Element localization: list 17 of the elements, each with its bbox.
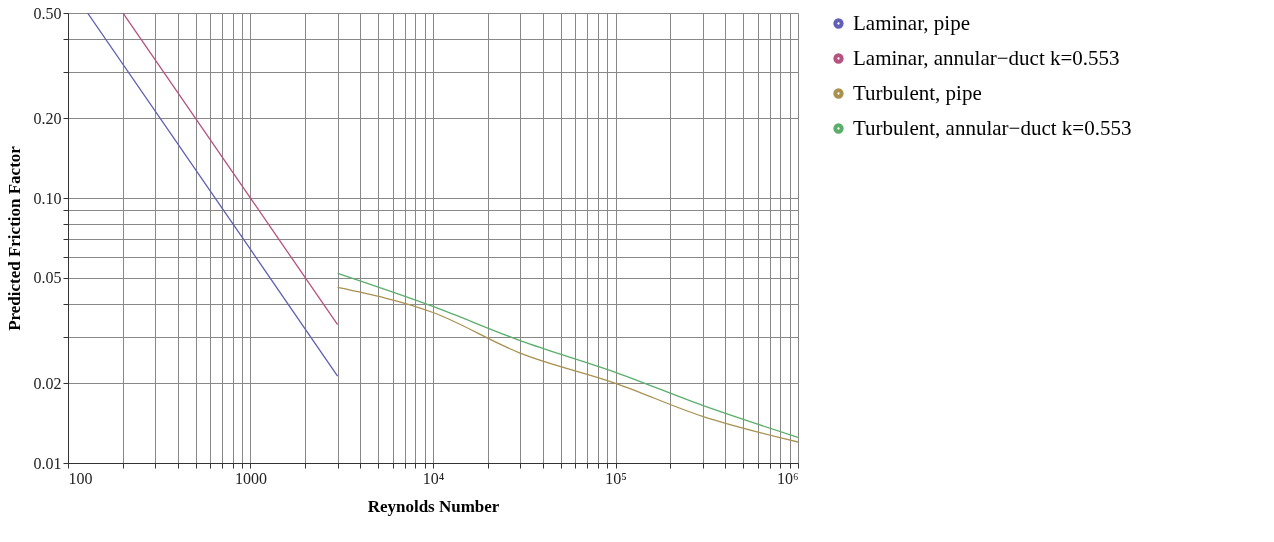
legend-label: Turbulent, pipe — [853, 80, 982, 105]
y-tick-label: 0.50 — [33, 4, 62, 22]
x-tick-label: 1000 — [235, 469, 267, 487]
x-axis-title: Reynolds Number — [367, 496, 500, 516]
legend-label: Turbulent, annular−duct k=0.553 — [853, 115, 1132, 140]
x-tick-label: 10⁵ — [605, 469, 627, 487]
legend-label: Laminar, annular−duct k=0.553 — [853, 45, 1120, 70]
x-tick-label: 10⁶ — [776, 469, 799, 487]
y-tick-label: 0.01 — [33, 454, 62, 472]
y-tick-label: 0.02 — [33, 374, 62, 392]
y-tick-label: 0.05 — [33, 269, 62, 287]
legend-label: Laminar, pipe — [853, 10, 970, 35]
y-tick-label: 0.10 — [33, 189, 62, 207]
y-tick-label: 0.20 — [33, 109, 62, 127]
x-tick-label: 100 — [68, 469, 93, 487]
y-axis-title: Predicted Friction Factor — [4, 145, 24, 331]
x-tick-label: 10⁴ — [422, 469, 445, 487]
